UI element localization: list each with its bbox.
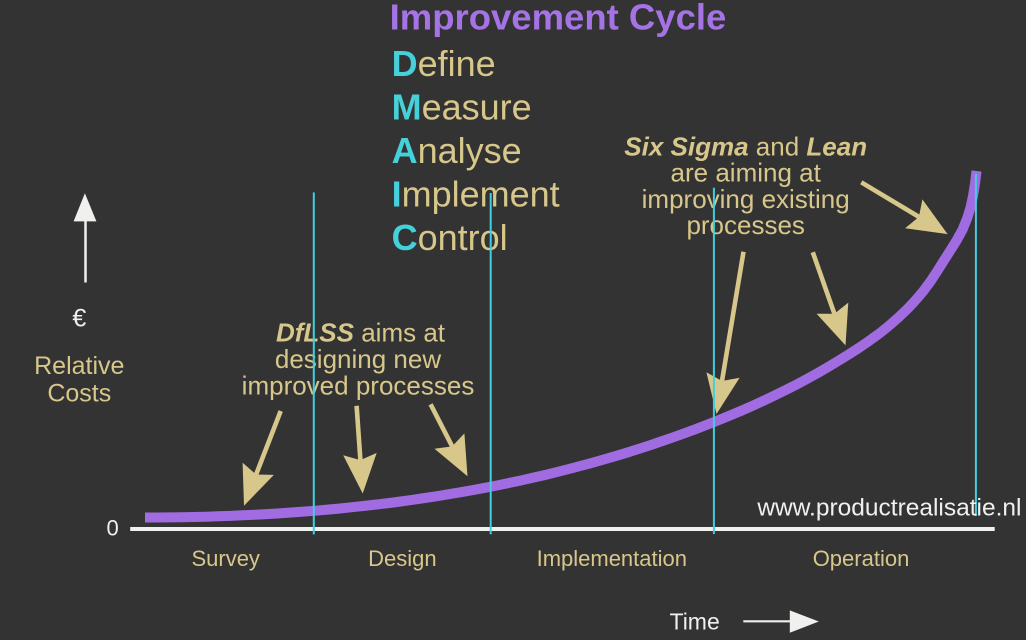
- svg-text:DfLSS aims at: DfLSS aims at: [276, 318, 446, 348]
- svg-text:Design: Design: [368, 546, 436, 571]
- svg-text:Implement: Implement: [392, 174, 560, 215]
- svg-text:Operation: Operation: [813, 546, 910, 571]
- svg-text:0: 0: [107, 516, 119, 541]
- svg-text:Measure: Measure: [392, 86, 532, 127]
- svg-text:processes: processes: [686, 210, 805, 240]
- svg-text:designing new: designing new: [275, 344, 441, 374]
- svg-text:€: €: [72, 305, 86, 333]
- svg-text:Relative: Relative: [34, 352, 124, 380]
- svg-text:improved processes: improved processes: [242, 371, 475, 401]
- svg-text:Improvement Cycle: Improvement Cycle: [390, 0, 727, 38]
- svg-text:Control: Control: [392, 217, 508, 258]
- svg-text:improving existing: improving existing: [642, 184, 850, 214]
- svg-text:Define: Define: [392, 43, 496, 84]
- svg-text:are aiming at: are aiming at: [671, 158, 822, 188]
- svg-text:Costs: Costs: [47, 380, 111, 408]
- svg-text:Analyse: Analyse: [392, 130, 522, 171]
- svg-text:www.productrealisatie.nl: www.productrealisatie.nl: [756, 495, 1021, 522]
- svg-text:Survey: Survey: [191, 546, 259, 571]
- svg-text:Time: Time: [670, 608, 720, 634]
- svg-text:Implementation: Implementation: [537, 546, 687, 571]
- svg-text:Six Sigma and Lean: Six Sigma and Lean: [624, 132, 867, 162]
